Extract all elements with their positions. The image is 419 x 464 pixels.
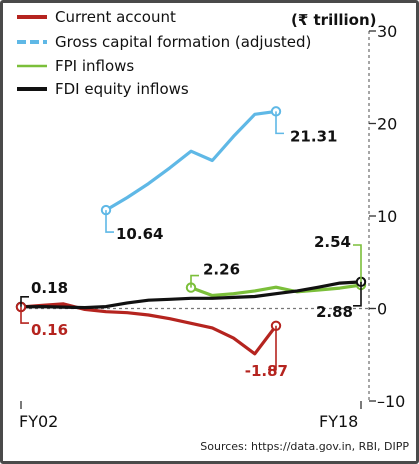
x-axis-end-label: FY18 <box>319 412 358 431</box>
legend-label: FPI inflows <box>55 57 134 75</box>
y-tick-label: 20 <box>377 115 397 134</box>
data-label: 10.64 <box>116 225 163 243</box>
unit-label: (₹ trillion) <box>291 11 377 29</box>
y-tick-label: 10 <box>377 207 397 226</box>
callout-leader <box>268 325 277 371</box>
data-label: 2.26 <box>203 261 240 279</box>
y-tick-label: 30 <box>377 22 397 41</box>
data-label: 2.88 <box>316 303 353 321</box>
callout-leader <box>190 274 199 288</box>
callout-leader <box>275 111 284 135</box>
callout-leader <box>353 244 362 286</box>
legend-item-current_account: Current account <box>17 8 176 26</box>
callout-leader <box>353 281 362 307</box>
series-line-fpi_inflows <box>189 283 363 298</box>
callout-leader <box>20 296 29 307</box>
data-label: 0.18 <box>31 279 68 297</box>
y-tick-label: –10 <box>377 392 405 411</box>
y-tick-label: 0 <box>377 300 387 319</box>
callout-leader <box>105 210 114 233</box>
line-chart: –10 0 10 20 30 0.18 0.16 10.64 21.31 2.26 2.54 -1.… <box>15 8 409 453</box>
data-label: 0.16 <box>31 321 68 339</box>
legend-item-fdi_equity_inflows: FDI equity inflows <box>17 80 189 98</box>
data-label: 21.31 <box>290 127 337 145</box>
data-label: 2.54 <box>314 233 351 251</box>
legend-label: Gross capital formation (adjusted) <box>55 33 311 51</box>
series-line-fdi_equity_inflows <box>19 280 363 310</box>
legend-label: FDI equity inflows <box>55 80 189 98</box>
source-note: Sources: https://data.gov.in, RBI, DIPP <box>200 440 409 453</box>
x-axis-start-label: FY02 <box>19 412 58 431</box>
data-label: -1.87 <box>245 362 288 380</box>
legend-item-gross_capital_formation: Gross capital formation (adjusted) <box>17 33 311 51</box>
series-line-gross_capital_formation <box>104 109 278 212</box>
series-line-current_account <box>19 302 278 356</box>
legend-item-fpi_inflows: FPI inflows <box>17 57 134 75</box>
callout-leader <box>20 307 29 324</box>
legend-label: Current account <box>55 8 176 26</box>
